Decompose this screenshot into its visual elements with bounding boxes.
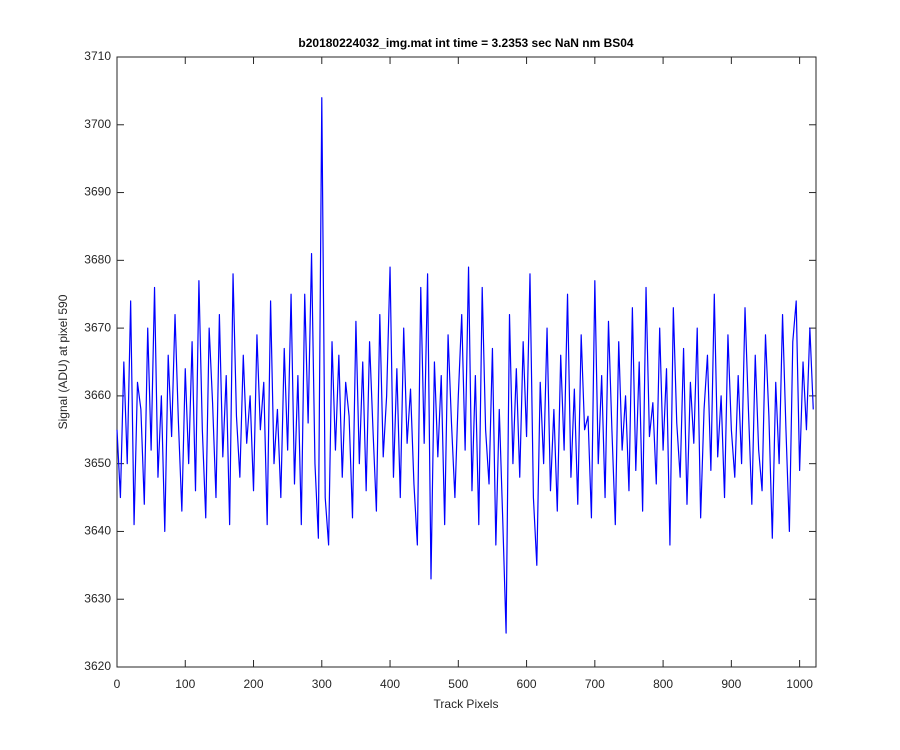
y-tick-label: 3710: [84, 49, 111, 63]
x-tick-label: 300: [312, 677, 332, 691]
y-tick-label: 3620: [84, 659, 111, 673]
y-tick-label: 3660: [84, 388, 111, 402]
x-tick-label: 900: [721, 677, 741, 691]
y-tick-label: 3650: [84, 456, 111, 470]
y-tick-label: 3630: [84, 591, 111, 605]
x-axis-label: Track Pixels: [434, 697, 499, 711]
y-tick-label: 3640: [84, 524, 111, 538]
x-tick-label: 1000: [786, 677, 813, 691]
x-tick-label: 500: [448, 677, 468, 691]
y-tick-label: 3700: [84, 117, 111, 131]
y-tick-label: 3670: [84, 320, 111, 334]
y-tick-label: 3690: [84, 185, 111, 199]
x-tick-label: 800: [653, 677, 673, 691]
x-tick-label: 700: [585, 677, 605, 691]
y-axis-label: Signal (ADU) at pixel 590: [56, 294, 70, 429]
y-tick-label: 3680: [84, 253, 111, 267]
x-tick-label: 100: [175, 677, 195, 691]
chart-title: b20180224032_img.mat int time = 3.2353 s…: [298, 36, 634, 50]
x-tick-label: 400: [380, 677, 400, 691]
x-tick-label: 200: [244, 677, 264, 691]
x-tick-label: 0: [114, 677, 121, 691]
data-line: [116, 97, 814, 634]
x-tick-label: 600: [517, 677, 537, 691]
